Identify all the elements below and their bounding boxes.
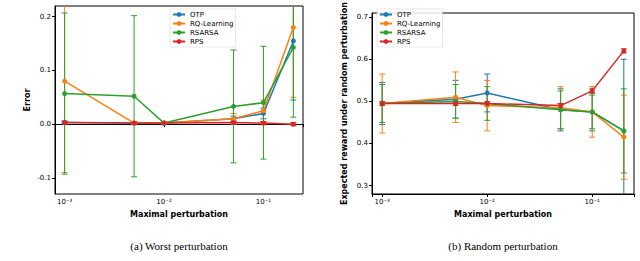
svg-text:10⁻²: 10⁻² [156,198,172,206]
svg-text:OTP: OTP [397,11,411,19]
svg-text:RSARSA: RSARSA [397,29,426,37]
svg-text:Maximal perturbation: Maximal perturbation [454,210,552,219]
svg-text:0.2: 0.2 [40,13,51,21]
svg-text:Expected reward under random p: Expected reward under random perturbatio… [340,2,349,205]
svg-text:RQ-Learning: RQ-Learning [397,20,440,28]
svg-text:10⁻¹: 10⁻¹ [256,198,272,206]
svg-text:0.1: 0.1 [40,66,51,74]
svg-text:0.6: 0.6 [357,55,369,63]
svg-text:RPS: RPS [190,38,204,46]
svg-text:(a) Worst perturbation: (a) Worst perturbation [130,240,228,253]
svg-text:RQ-Learning: RQ-Learning [190,20,233,28]
svg-text:10⁻³: 10⁻³ [57,198,73,206]
svg-text:Maximal perturbation: Maximal perturbation [130,210,228,219]
svg-text:(b) Random perturbation: (b) Random perturbation [448,240,558,253]
svg-text:0.0: 0.0 [40,120,51,128]
svg-text:RSARSA: RSARSA [190,29,219,37]
svg-text:-0.1: -0.1 [37,174,51,182]
svg-text:0.3: 0.3 [357,182,368,190]
svg-text:OTP: OTP [190,11,204,19]
svg-text:0.4: 0.4 [357,139,369,147]
svg-text:RPS: RPS [397,38,411,46]
svg-text:0.7: 0.7 [357,13,368,21]
svg-text:Error: Error [23,89,32,112]
svg-text:0.5: 0.5 [357,97,368,105]
svg-text:10⁻²: 10⁻² [479,198,495,206]
svg-text:10⁻³: 10⁻³ [374,198,390,206]
svg-text:10⁻¹: 10⁻¹ [584,198,600,206]
